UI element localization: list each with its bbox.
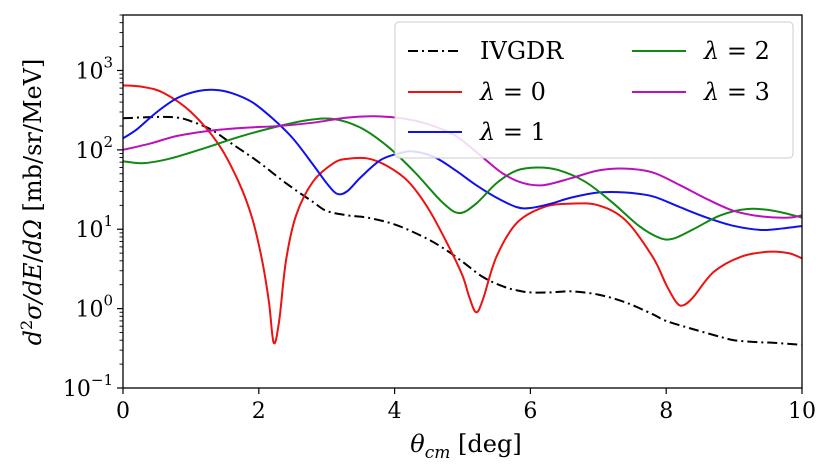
x-tick-label: 10 [788,399,816,424]
x-tick-label: 0 [116,399,130,424]
legend-label-lambda-2: λ = 2 [703,37,770,65]
x-tick-label: 8 [659,399,673,424]
x-axis-title: θcm [deg] [410,430,521,463]
legend-label-lambda-1-symbol: λ [479,118,495,146]
legend-entry-lambda-3: λ = 3 [632,78,770,106]
y-tick-label-base: 10 [75,218,103,243]
y-tick-label: 10−1 [63,371,113,402]
y-tick-label-exponent: 2 [103,133,113,151]
legend: IVGDR λ = 0 λ = 1 λ = 2 λ = 3 [394,21,794,159]
y-axis-title-slash: / [19,253,47,262]
y-tick-label: 103 [75,53,113,84]
series-layer [123,84,802,346]
legend-entry-lambda-0: λ = 0 [408,78,546,106]
plot-area [122,14,803,389]
x-tick-label: 6 [523,399,537,424]
legend-label-ivgdr-main: IVGDR [480,37,564,65]
legend-label-lambda-3: λ = 3 [703,78,770,106]
series-line-lambda-2 [123,117,802,241]
legend-entry-lambda-1: λ = 1 [408,118,546,146]
y-axis-title-domega: dΩ [19,219,47,254]
legend-label-lambda-2-symbol: λ [703,37,719,65]
plot-frame [122,14,803,389]
y-axis-title-unit: [mb/sr/MeV] [19,59,47,220]
x-axis-title-unit: [deg] [450,430,521,458]
y-tick-label-exponent: 3 [103,53,113,71]
y-tick-label-base: 10 [75,139,103,164]
y-tick-label-base: 10 [63,377,91,402]
legend-label-lambda-0-value: = 0 [495,78,546,106]
y-tick-label-exponent: 1 [103,212,113,230]
x-axis-title-sub: cm [425,443,451,463]
y-axis-title-de: dE [19,262,47,295]
x-tick-label: 4 [388,399,402,424]
y-tick-label-base: 10 [75,59,103,84]
x-tick-label: 2 [252,399,266,424]
series-line-lambda-3 [123,115,802,219]
y-tick-label: 101 [75,212,113,243]
x-axis-title-main: θ [410,430,425,458]
legend-label-ivgdr: IVGDR [480,37,564,65]
legend-entry-lambda-2: λ = 2 [632,37,770,65]
y-tick-label-exponent: 0 [103,292,113,310]
y-axis-title-sup: 2 [17,320,36,330]
legend-label-lambda-3-symbol: λ [703,78,719,106]
y-axis-title-sigma: σ/ [19,292,47,319]
legend-box [394,21,794,159]
legend-entry-ivgdr: IVGDR [408,37,564,65]
y-tick-label-exponent: −1 [91,371,113,389]
legend-label-lambda-0-symbol: λ [479,78,495,106]
y-tick-label: 102 [75,133,113,164]
legend-label-lambda-3-value: = 3 [719,78,770,106]
series-line-ivgdr [123,115,802,346]
legend-label-lambda-1-value: = 1 [495,118,546,146]
legend-label-lambda-2-value: = 2 [719,37,770,65]
series-line-lambda-0 [123,84,802,345]
y-tick-label-base: 10 [75,298,103,323]
y-axis-title-d: d [19,330,47,345]
legend-label-lambda-0: λ = 0 [479,78,546,106]
legend-label-lambda-1: λ = 1 [479,118,546,146]
y-tick-label: 100 [75,292,113,323]
y-axis-title: d2σ/dE/dΩ [mb/sr/MeV] [17,59,47,346]
